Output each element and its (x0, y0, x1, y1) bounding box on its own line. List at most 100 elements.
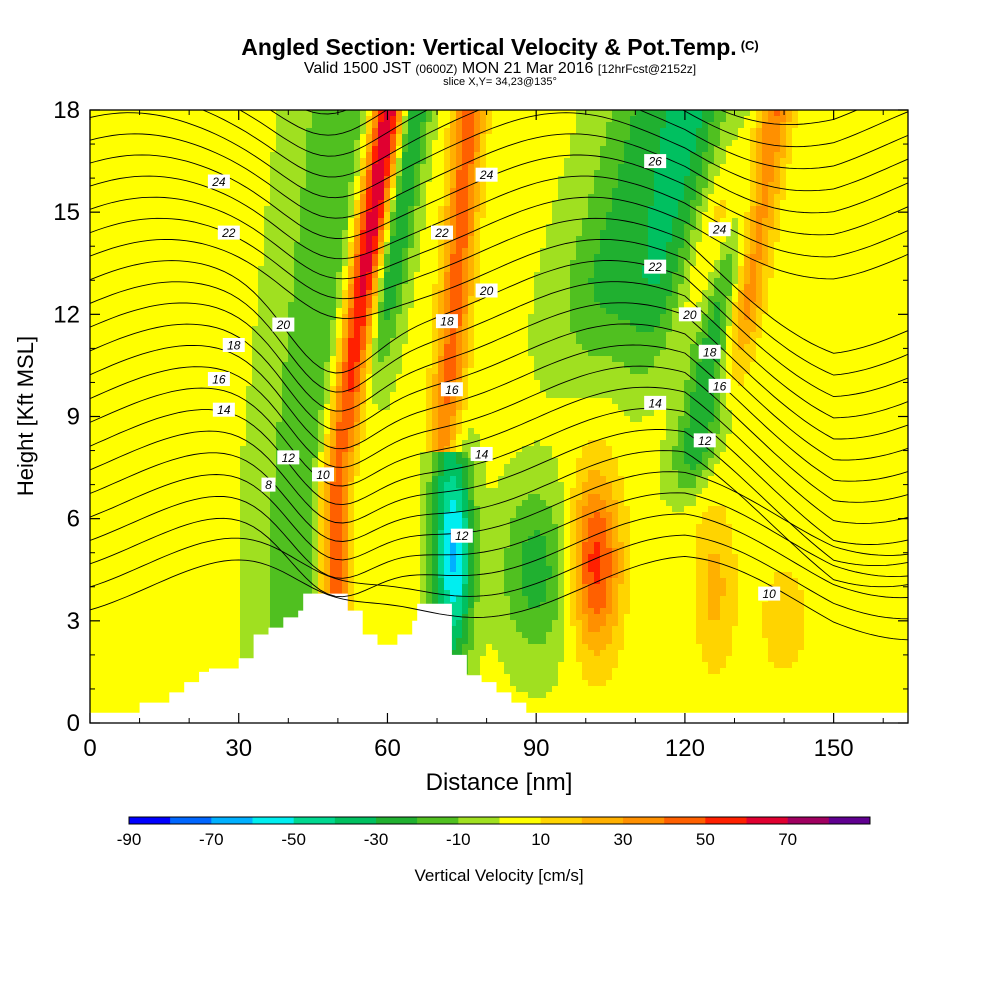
velocity-cell (114, 662, 121, 669)
velocity-cell (204, 476, 211, 483)
velocity-cell (156, 128, 163, 135)
velocity-cell (174, 218, 181, 225)
velocity-cell (282, 566, 289, 573)
velocity-cell (324, 506, 331, 513)
velocity-cell (186, 590, 193, 597)
velocity-cell (336, 428, 343, 435)
velocity-cell (240, 380, 247, 387)
velocity-cell (312, 134, 319, 141)
velocity-cell (120, 644, 127, 651)
velocity-cell (168, 350, 175, 357)
velocity-cell (300, 440, 307, 447)
velocity-cell (258, 356, 265, 363)
velocity-cell (156, 464, 163, 471)
velocity-cell (372, 524, 379, 531)
velocity-cell (330, 248, 337, 255)
velocity-cell (90, 512, 97, 519)
velocity-cell (192, 590, 199, 597)
velocity-cell (126, 488, 133, 495)
velocity-cell (378, 152, 385, 159)
velocity-cell (306, 116, 313, 123)
velocity-cell (372, 530, 379, 537)
velocity-cell (354, 488, 361, 495)
velocity-cell (96, 650, 103, 657)
velocity-cell (258, 110, 265, 117)
velocity-cell (312, 560, 319, 567)
velocity-cell (228, 206, 235, 213)
velocity-cell (156, 218, 163, 225)
velocity-cell (120, 422, 127, 429)
velocity-cell (252, 422, 259, 429)
velocity-cell (156, 398, 163, 405)
velocity-cell (306, 518, 313, 525)
velocity-cell (180, 428, 187, 435)
velocity-cell (318, 440, 325, 447)
velocity-cell (108, 566, 115, 573)
velocity-cell (108, 182, 115, 189)
velocity-cell (132, 560, 139, 567)
velocity-cell (204, 554, 211, 561)
velocity-cell (126, 200, 133, 207)
velocity-cell (96, 134, 103, 141)
velocity-cell (114, 332, 121, 339)
velocity-cell (168, 632, 175, 639)
velocity-cell (144, 656, 151, 663)
velocity-cell (150, 428, 157, 435)
velocity-cell (156, 182, 163, 189)
velocity-cell (324, 560, 331, 567)
velocity-cell (174, 242, 181, 249)
velocity-cell (264, 506, 271, 513)
velocity-cell (210, 638, 217, 645)
velocity-cell (198, 122, 205, 129)
velocity-cell (126, 452, 133, 459)
velocity-cell (108, 122, 115, 129)
velocity-cell (138, 494, 145, 501)
velocity-cell (246, 134, 253, 141)
velocity-cell (102, 242, 109, 249)
velocity-cell (186, 392, 193, 399)
velocity-cell (216, 164, 223, 171)
velocity-cell (210, 512, 217, 519)
velocity-cell (282, 362, 289, 369)
velocity-cell (108, 146, 115, 153)
velocity-cell (342, 554, 349, 561)
velocity-cell (240, 596, 247, 603)
velocity-cell (246, 200, 253, 207)
velocity-cell (336, 434, 343, 441)
velocity-cell (90, 506, 97, 513)
velocity-cell (276, 596, 283, 603)
velocity-cell (222, 596, 229, 603)
velocity-cell (360, 128, 367, 135)
velocity-cell (330, 584, 337, 591)
velocity-cell (336, 140, 343, 147)
velocity-cell (240, 248, 247, 255)
velocity-cell (366, 584, 373, 591)
velocity-cell (276, 194, 283, 201)
velocity-cell (276, 542, 283, 549)
velocity-cell (264, 440, 271, 447)
velocity-cell (282, 560, 289, 567)
velocity-cell (288, 476, 295, 483)
velocity-cell (354, 332, 361, 339)
velocity-cell (318, 146, 325, 153)
velocity-cell (354, 224, 361, 231)
velocity-cell (120, 278, 127, 285)
velocity-cell (198, 116, 205, 123)
velocity-cell (138, 428, 145, 435)
velocity-cell (366, 158, 373, 165)
velocity-cell (234, 218, 241, 225)
velocity-cell (306, 242, 313, 249)
velocity-cell (234, 632, 241, 639)
velocity-cell (318, 206, 325, 213)
velocity-cell (192, 656, 199, 663)
velocity-cell (144, 692, 151, 699)
velocity-cell (114, 566, 121, 573)
velocity-cell (276, 536, 283, 543)
velocity-cell (186, 530, 193, 537)
velocity-cell (150, 554, 157, 561)
velocity-cell (228, 656, 235, 663)
velocity-cell (90, 566, 97, 573)
velocity-cell (372, 428, 379, 435)
velocity-cell (186, 446, 193, 453)
velocity-cell (216, 524, 223, 531)
